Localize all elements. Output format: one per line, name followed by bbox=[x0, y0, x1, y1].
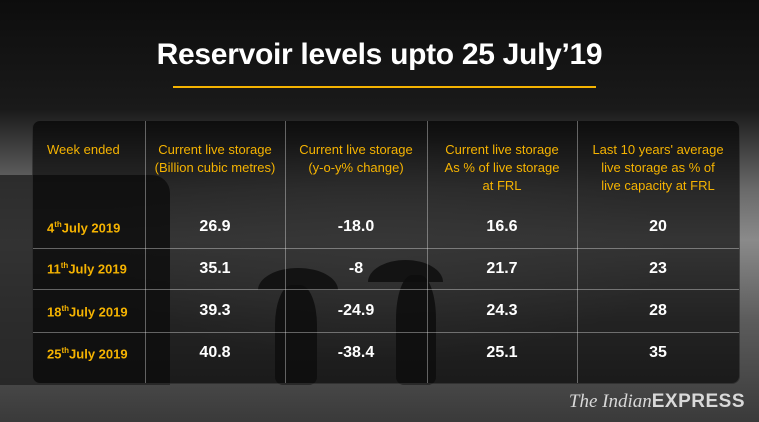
data-table: Week ended Current live storage (Billion … bbox=[32, 120, 740, 384]
cell-yoy: -8 bbox=[348, 260, 364, 277]
table-row-date: 11thJuly 2019 bbox=[47, 261, 127, 277]
cell-pct-frl: 16.6 bbox=[486, 218, 518, 235]
column-divider bbox=[427, 121, 428, 383]
cell-pct-frl: 21.7 bbox=[486, 260, 518, 277]
table-row-date: 18thJuly 2019 bbox=[47, 304, 128, 320]
cell-storage: 35.1 bbox=[199, 260, 231, 277]
cell-yoy: -24.9 bbox=[337, 302, 375, 319]
header-pct-frl: Current live storage As % of live storage… bbox=[444, 142, 560, 193]
cell-10yr-avg: 20 bbox=[649, 218, 667, 235]
header-live-storage-bcm: Current live storage (Billion cubic metre… bbox=[154, 142, 276, 175]
header-10yr-avg: Last 10 years' average live storage as % … bbox=[592, 142, 724, 193]
title-underline bbox=[173, 86, 596, 88]
header-week-ended: Week ended bbox=[47, 142, 120, 157]
table-row-date: 25thJuly 2019 bbox=[47, 346, 128, 362]
row-divider bbox=[33, 332, 739, 333]
cell-storage: 26.9 bbox=[199, 218, 231, 235]
column-divider bbox=[577, 121, 578, 383]
cell-10yr-avg: 35 bbox=[649, 344, 667, 361]
row-divider bbox=[33, 248, 739, 249]
row-divider bbox=[33, 289, 739, 290]
table-row-date: 4thJuly 2019 bbox=[47, 220, 121, 236]
cell-pct-frl: 24.3 bbox=[486, 302, 518, 319]
cell-pct-frl: 25.1 bbox=[486, 344, 518, 361]
chart-title: Reservoir levels upto 25 July’19 bbox=[156, 38, 603, 71]
cell-yoy: -18.0 bbox=[337, 218, 375, 235]
column-divider bbox=[145, 121, 146, 383]
header-yoy-change: Current live storage (y-o-y% change) bbox=[299, 142, 413, 175]
cell-10yr-avg: 28 bbox=[649, 302, 667, 319]
cell-10yr-avg: 23 bbox=[649, 260, 667, 277]
column-divider bbox=[285, 121, 286, 383]
cell-storage: 39.3 bbox=[199, 302, 231, 319]
cell-yoy: -38.4 bbox=[337, 344, 375, 361]
cell-storage: 40.8 bbox=[199, 344, 231, 361]
brand-logo: The IndianEXPRESS bbox=[568, 391, 745, 412]
